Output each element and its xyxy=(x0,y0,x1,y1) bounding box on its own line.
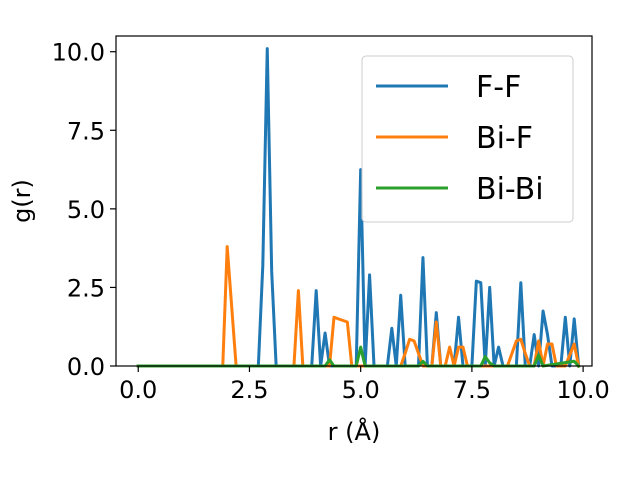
y-tick-label: 2.5 xyxy=(67,274,105,302)
x-axis-label: r (Å) xyxy=(328,417,381,446)
x-tick-label: 2.5 xyxy=(230,376,268,404)
plot-frame xyxy=(115,35,593,367)
y-tick-label: 10.0 xyxy=(52,39,105,67)
y-axis-label: g(r) xyxy=(8,179,36,223)
x-tick-label: 5.0 xyxy=(342,376,380,404)
axes: 0.0 2.5 5.0 7.5 10.0 0.0 2.5 5.0 7.5 10.0 r (Å) g(r… xyxy=(8,35,610,446)
legend-label-bi-f: Bi-F xyxy=(476,121,533,156)
legend-box xyxy=(361,55,574,223)
legend-label-f-f: F-F xyxy=(476,70,521,105)
x-tick-label: 10.0 xyxy=(556,376,609,404)
series-line-f-f xyxy=(136,47,581,368)
x-tick-label: 0.0 xyxy=(119,376,157,404)
y-tick-label: 5.0 xyxy=(67,196,105,224)
y-tick-label: 0.0 xyxy=(67,353,105,381)
legend: F-F Bi-F Bi-Bi xyxy=(361,55,574,223)
legend-label-bi-bi: Bi-Bi xyxy=(476,172,544,207)
x-tick-label: 7.5 xyxy=(453,376,491,404)
y-tick-label: 7.5 xyxy=(67,117,105,145)
